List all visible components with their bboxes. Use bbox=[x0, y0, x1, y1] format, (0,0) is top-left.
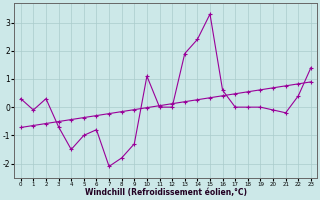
X-axis label: Windchill (Refroidissement éolien,°C): Windchill (Refroidissement éolien,°C) bbox=[85, 188, 247, 197]
